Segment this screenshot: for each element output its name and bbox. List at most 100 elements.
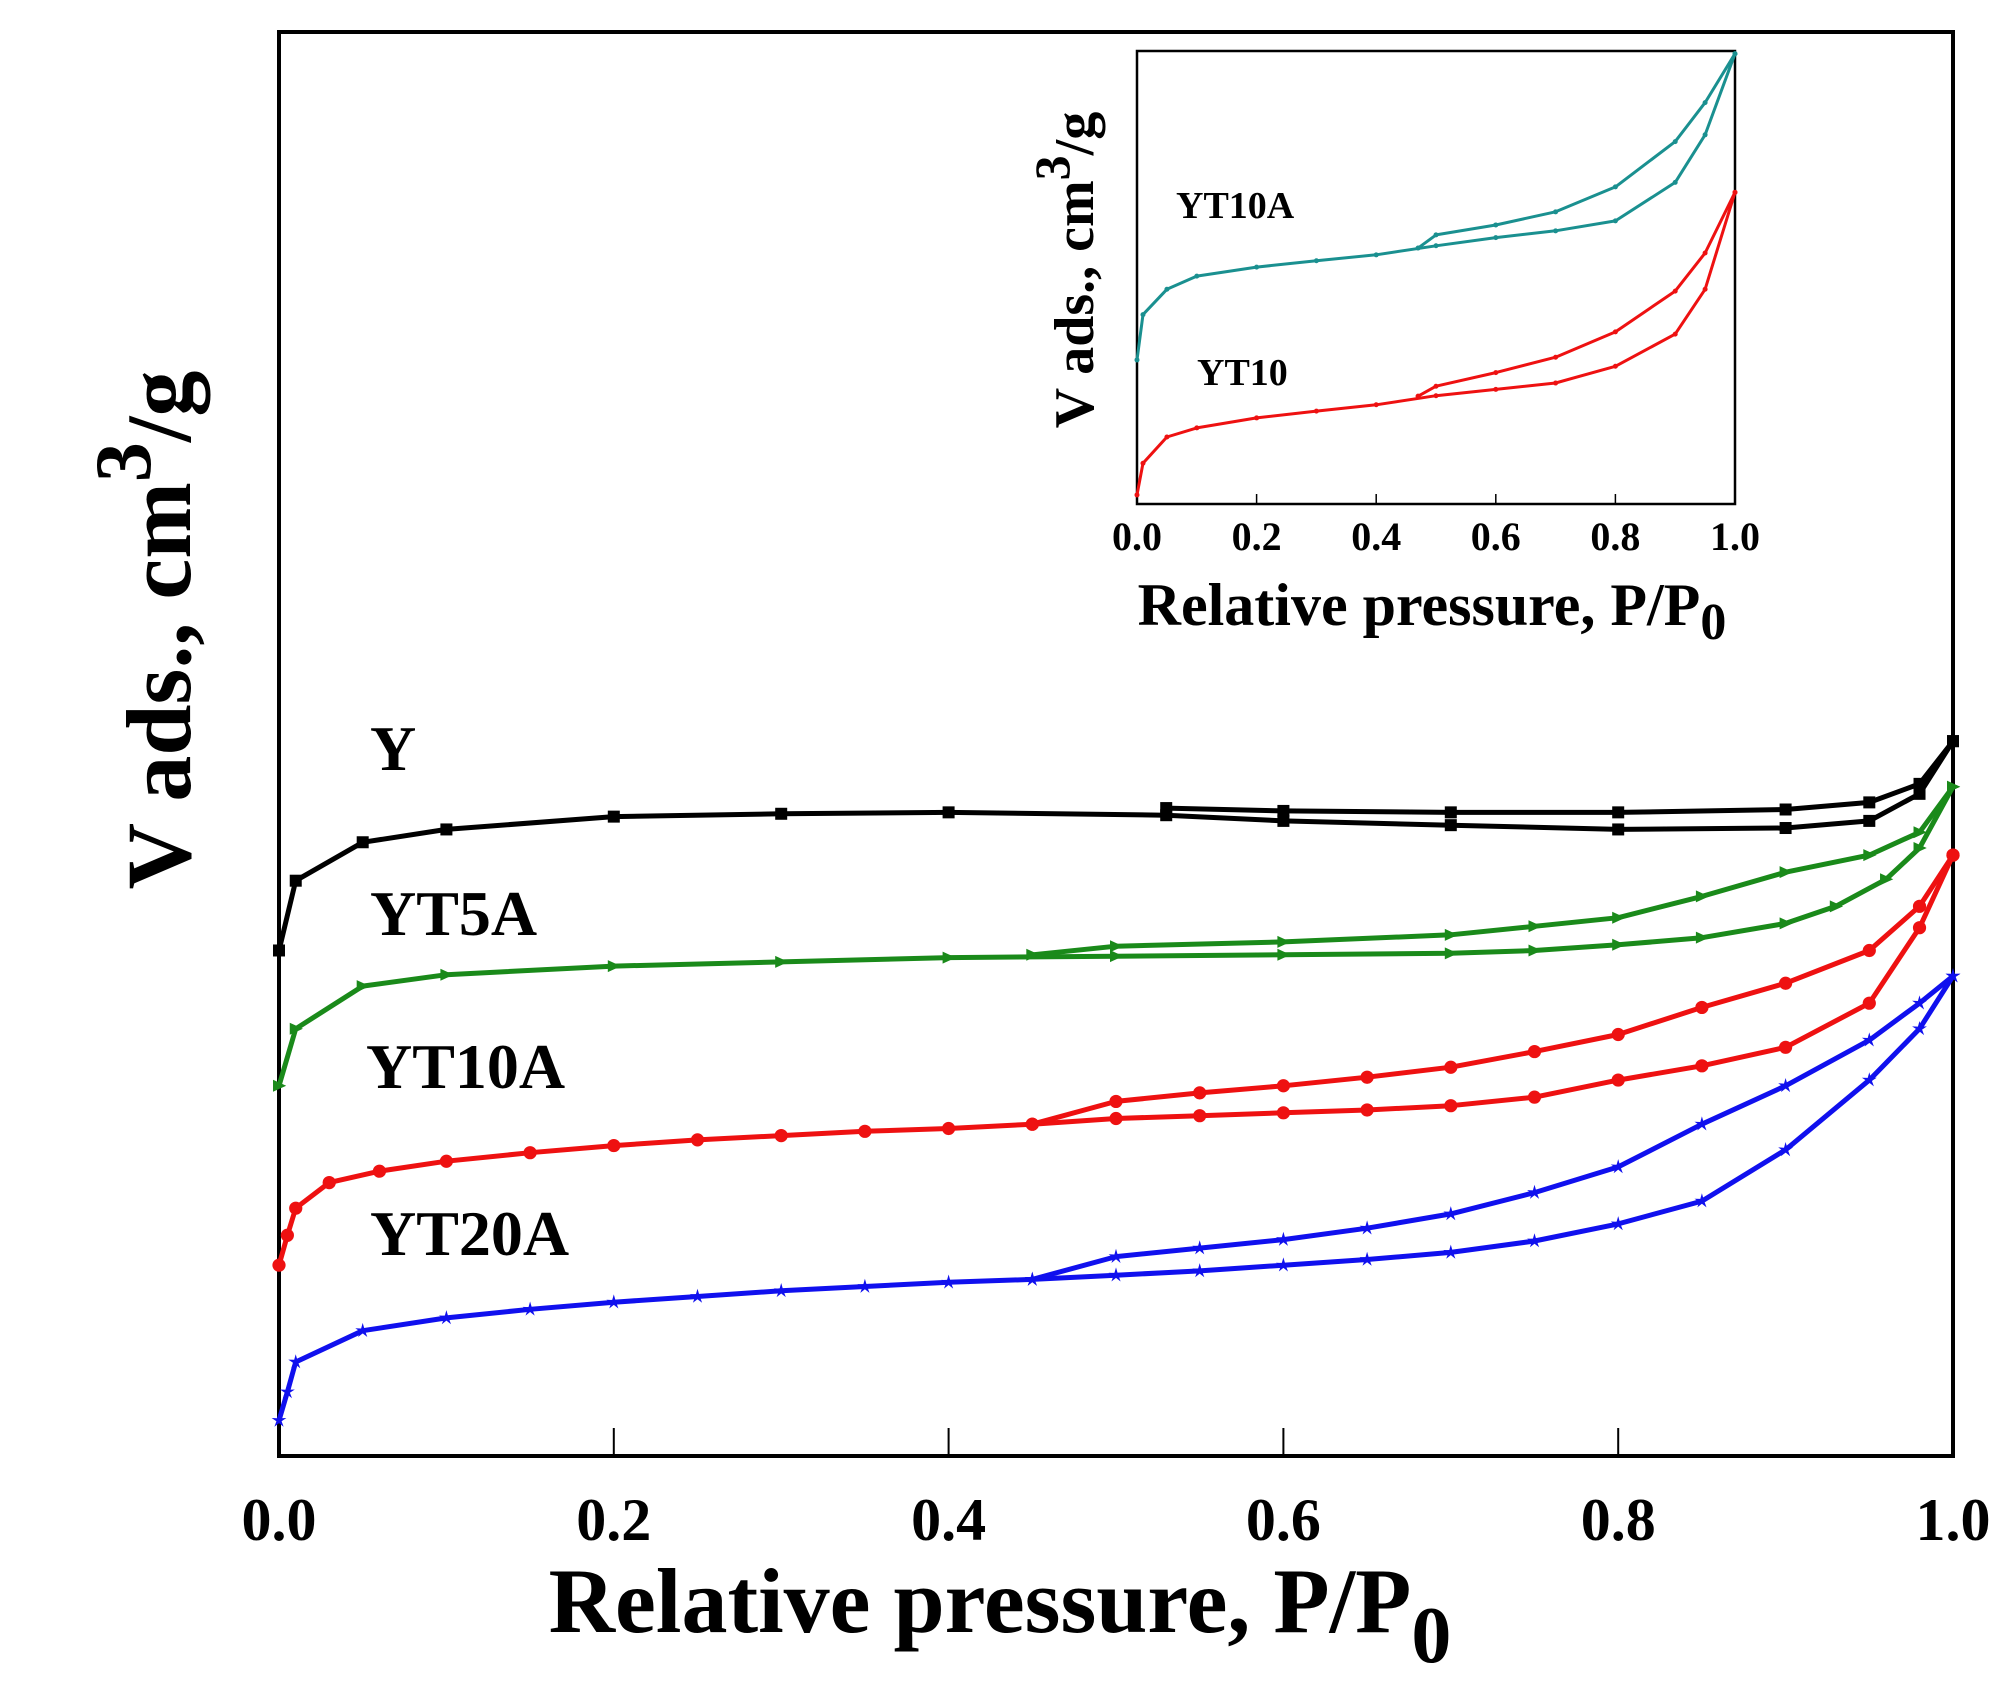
- yt10a-adsorption-point: [1779, 1040, 1793, 1054]
- yt20a-adsorption-point: [1778, 1142, 1793, 1157]
- inset-x-axis-label: Relative pressure, P/P0: [1138, 572, 1727, 651]
- yt10a-adsorption-point: [1254, 264, 1260, 270]
- yt20a-desorption-point: [1527, 1184, 1542, 1199]
- x-tick-label: 0.4: [1351, 514, 1401, 559]
- yt10a-adsorption-point: [942, 1121, 956, 1136]
- yt20a-adsorption-point: [773, 1283, 789, 1298]
- series-yt10: [1134, 189, 1738, 498]
- yt5a-desorption-point: [1779, 866, 1793, 879]
- yt20a-desorption-point: [1359, 1220, 1375, 1235]
- yt10a-adsorption-point: [1862, 996, 1876, 1010]
- yt20a-desorption-point: [1276, 1231, 1291, 1246]
- yt10a-desorption-point: [1415, 245, 1421, 251]
- yt10a-desorption-point: [1672, 139, 1678, 145]
- y-desorption-point: [1277, 804, 1290, 817]
- main-x-axis-label: Relative pressure, P/P0: [549, 1550, 1452, 1680]
- yt10a-adsorption-point: [1702, 132, 1708, 138]
- yt20a-adsorption-point: [439, 1310, 454, 1325]
- y-desorption-point: [1779, 803, 1792, 816]
- yt10a-adsorption-line: [1135, 53, 1737, 361]
- yt20a-adsorption-point: [522, 1301, 538, 1316]
- yt5a-adsorption-line: [276, 785, 1956, 1087]
- y-adsorption-point: [1612, 823, 1625, 836]
- yt10-adsorption-point: [1553, 380, 1559, 386]
- yt5a-desorption-point: [1863, 849, 1877, 862]
- series-yt20a: [271, 968, 1961, 1427]
- yt20a-adsorption-point: [690, 1288, 705, 1303]
- yt20a-desorption-point: [1108, 1248, 1124, 1263]
- yt20a-adsorption-point: [1861, 1072, 1877, 1087]
- yt10a-adsorption-point: [289, 1201, 303, 1215]
- series-label-yt10a: YT10A: [366, 1031, 565, 1102]
- yt10a-adsorption-point: [774, 1129, 788, 1143]
- y-adsorption-point: [1913, 787, 1926, 800]
- inset-y-axis-label-text: V ads., cm: [1044, 180, 1106, 428]
- yt20a-desorption-point: [1778, 1078, 1793, 1093]
- yt10a-adsorption-point: [1612, 218, 1618, 224]
- yt10-desorption-point: [1732, 189, 1738, 195]
- inset-plot-frame: [1135, 49, 1737, 506]
- yt10a-adsorption-point: [1109, 1111, 1123, 1126]
- yt10a-desorption-point: [1946, 848, 1960, 862]
- inset-y-axis-label-tail: /g: [1044, 112, 1106, 157]
- yt20a-adsorption-line: [276, 974, 1956, 1422]
- inset-series-group: [1134, 51, 1738, 498]
- yt10a-adsorption-point: [1444, 1099, 1458, 1113]
- yt5a-adsorption-point: [1829, 900, 1844, 913]
- yt10a-adsorption-point: [1611, 1073, 1625, 1087]
- yt10a-adsorption-point: [1193, 1109, 1207, 1123]
- yt10-desorption-point: [1553, 354, 1559, 360]
- y-adsorption-point: [1444, 819, 1457, 832]
- yt10a-adsorption-point: [1140, 312, 1146, 318]
- main-y-axis-label-text: V ads., cm: [108, 482, 210, 889]
- yt5a-adsorption-point: [1779, 917, 1793, 930]
- yt10a-adsorption-point: [690, 1133, 705, 1147]
- x-tick-label: 0.6: [1471, 514, 1521, 559]
- yt10a-adsorption-point: [858, 1124, 872, 1138]
- main-series-group: [271, 735, 1961, 1427]
- main-x-axis-label-subscript: 0: [1411, 1592, 1451, 1680]
- yt20a-adsorption-point: [941, 1274, 956, 1289]
- yt10-adsorption-point: [1134, 492, 1140, 498]
- yt10a-desorption-point: [1862, 943, 1876, 958]
- series-yt5a: [273, 780, 1961, 1092]
- yt5a-adsorption-point: [1277, 948, 1291, 961]
- yt10a-adsorption-point: [1672, 179, 1678, 185]
- yt10a-adsorption-point: [280, 1228, 294, 1242]
- yt5a-adsorption-point: [289, 1022, 303, 1035]
- yt20a-adsorption-point: [1192, 1263, 1208, 1278]
- yt20a-desorption-point: [1694, 1116, 1710, 1131]
- inset-series-label-yt10a: YT10A: [1176, 185, 1295, 227]
- yt20a-adsorption-point: [280, 1384, 295, 1399]
- yt10a-desorption-line: [1417, 52, 1737, 250]
- yt10a-desorption-point: [1912, 899, 1927, 913]
- yt10a-adsorption-point: [1527, 1090, 1542, 1104]
- yt10a-adsorption-point: [1360, 1103, 1374, 1117]
- y-desorption-point: [1160, 802, 1173, 815]
- yt20a-adsorption-point: [1359, 1251, 1375, 1266]
- yt10a-desorption-point: [1611, 1027, 1625, 1042]
- yt20a-desorption-point: [1861, 1032, 1877, 1047]
- y-desorption-point: [1612, 806, 1625, 819]
- x-tick-label: 0.0: [1112, 514, 1162, 559]
- yt10a-adsorption-point: [439, 1154, 453, 1168]
- yt5a-adsorption-point: [1110, 950, 1124, 963]
- yt10a-desorption-point: [1702, 100, 1708, 106]
- y-desorption-line: [1166, 739, 1955, 815]
- yt10a-adsorption-point: [1493, 235, 1499, 241]
- yt10-desorption-point: [1493, 370, 1499, 376]
- yt5a-desorption-point: [1026, 948, 1040, 961]
- yt20a-adsorption-point: [1610, 1216, 1626, 1231]
- yt10a-adsorption-point: [523, 1146, 537, 1160]
- yt5a-adsorption-point: [1528, 944, 1542, 957]
- yt10a-adsorption-point: [322, 1175, 336, 1190]
- yt20a-adsorption-point: [288, 1354, 304, 1369]
- y-desorption-point: [1947, 735, 1959, 748]
- main-x-axis-label-text: Relative pressure, P/P: [549, 1550, 1412, 1652]
- inset-y-axis-label: V ads., cm3/g: [1024, 112, 1106, 428]
- yt5a-desorption-point: [1695, 890, 1710, 903]
- y-desorption-point: [1863, 796, 1876, 809]
- yt10a-adsorption-point: [1134, 357, 1140, 363]
- main-y-axis-label-tail: /g: [108, 371, 210, 444]
